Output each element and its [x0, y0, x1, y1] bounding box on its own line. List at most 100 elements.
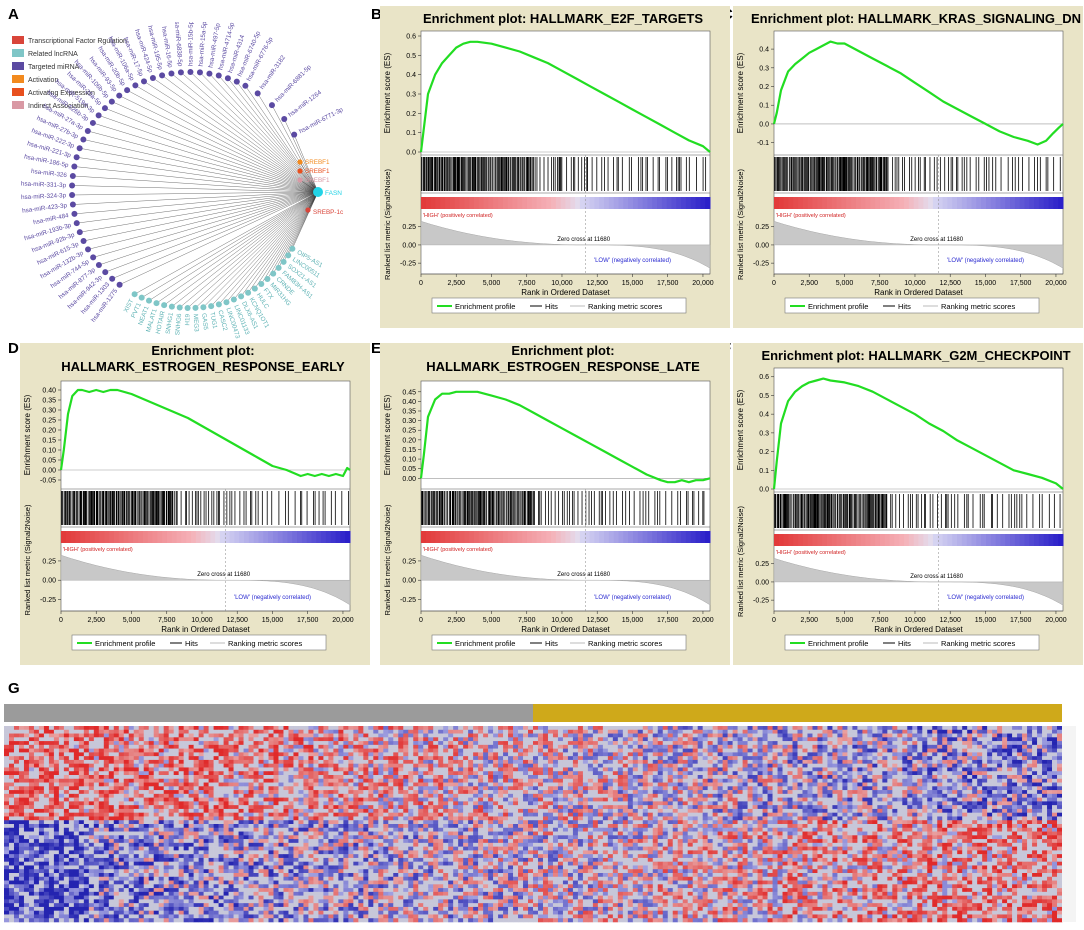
- heatmap-cell: [707, 778, 713, 783]
- heatmap-cell: [408, 756, 414, 761]
- heatmap-cell: [413, 775, 419, 780]
- heatmap-cell: [857, 775, 863, 780]
- rank-color-bar: [798, 534, 804, 546]
- heatmap-cell: [503, 759, 509, 764]
- heatmap-cell: [632, 771, 639, 776]
- heatmap-cell: [43, 756, 50, 761]
- es-tick-label: 0.0: [406, 150, 416, 157]
- heatmap-cell: [1032, 763, 1038, 768]
- heatmap-cell: [967, 756, 973, 761]
- heatmap-cell: [133, 726, 140, 731]
- heatmap-cell: [707, 733, 713, 738]
- heatmap-cell: [268, 729, 274, 734]
- heatmap-cell: [33, 729, 40, 734]
- heatmap-cell: [602, 726, 609, 731]
- heatmap-cell: [542, 733, 549, 738]
- rank-color-bar: [894, 197, 900, 209]
- heatmap-cell: [133, 741, 140, 746]
- mirna-node: [187, 69, 194, 76]
- heatmap-cell: [572, 752, 579, 757]
- heatmap-cell: [752, 759, 758, 764]
- heatmap-cell: [677, 737, 684, 742]
- heatmap-cell: [188, 744, 194, 749]
- heatmap-cell: [423, 726, 429, 731]
- heatmap-cell: [1042, 748, 1048, 753]
- heatmap-cell: [727, 778, 733, 783]
- heatmap-cell: [78, 767, 85, 772]
- heatmap-cell: [1042, 737, 1048, 742]
- heatmap-cell: [373, 744, 379, 749]
- rank-color-bar: [817, 197, 823, 209]
- heatmap-cell: [942, 771, 948, 776]
- heatmap-cell: [398, 767, 404, 772]
- rank-color-bar: [325, 531, 332, 543]
- heatmap-cell: [68, 767, 75, 772]
- heatmap-cell: [93, 733, 100, 738]
- heatmap-cell: [702, 729, 708, 734]
- heatmap-cell: [562, 748, 569, 753]
- rank-color-bar: [1038, 197, 1045, 209]
- heatmap-cell: [692, 763, 698, 768]
- heatmap-cell: [622, 729, 629, 734]
- heatmap-cell: [822, 778, 828, 783]
- heatmap-cell: [1052, 748, 1058, 753]
- heatmap-cell: [657, 759, 664, 764]
- heatmap-cell: [18, 759, 25, 764]
- heatmap-cell: [78, 778, 85, 783]
- heatmap-cell: [223, 775, 229, 780]
- heatmap-cell: [637, 767, 644, 772]
- heatmap-cell: [687, 767, 693, 772]
- heatmap-cell: [817, 744, 823, 749]
- heatmap-cell: [178, 733, 184, 738]
- heatmap-cell: [118, 775, 125, 780]
- heatmap-cell: [602, 771, 609, 776]
- rank-color-bar: [604, 197, 610, 209]
- rank-color-bar: [855, 534, 862, 546]
- x-tick-label: 7,500: [518, 280, 536, 287]
- heatmap-cell: [807, 748, 813, 753]
- heatmap-cell: [163, 752, 169, 757]
- heatmap-cell: [73, 759, 80, 764]
- heatmap-cell: [877, 744, 883, 749]
- lncrna-node: [208, 303, 215, 310]
- heatmap-cell: [303, 767, 309, 772]
- heatmap-cell: [982, 767, 988, 772]
- heatmap-cell: [63, 733, 70, 738]
- heatmap-cell: [772, 733, 778, 738]
- heatmap-cell: [852, 741, 858, 746]
- heatmap-cell: [662, 729, 669, 734]
- rank-color-bar: [778, 534, 785, 546]
- heatmap-cell: [433, 756, 439, 761]
- heatmap-cell: [1047, 775, 1053, 780]
- srebp-node: [305, 207, 311, 213]
- heatmap-cell: [528, 763, 534, 768]
- heatmap-cell: [947, 756, 953, 761]
- heatmap-cell: [1007, 748, 1013, 753]
- heatmap-cell: [328, 782, 334, 787]
- panel-label-g: G: [8, 680, 20, 697]
- heatmap-cell: [797, 771, 803, 776]
- heatmap-cell: [463, 752, 469, 757]
- heatmap-cell: [8, 729, 15, 734]
- heatmap-cell: [118, 744, 125, 749]
- heatmap-cell: [1032, 767, 1038, 772]
- x-tick-label: 2,500: [800, 617, 818, 624]
- heatmap-cell: [762, 729, 768, 734]
- heatmap-cell: [937, 748, 943, 753]
- heatmap-cell: [797, 726, 803, 731]
- heatmap-cell: [478, 767, 484, 772]
- heatmap-cell: [897, 759, 903, 764]
- heatmap-cell: [542, 759, 549, 764]
- heatmap-cell: [528, 729, 534, 734]
- heatmap-cell: [997, 759, 1003, 764]
- heatmap-cell: [23, 733, 30, 738]
- heatmap-cell: [672, 756, 679, 761]
- heatmap-cell: [128, 729, 135, 734]
- heatmap-cell: [792, 741, 798, 746]
- heatmap-cell: [672, 744, 679, 749]
- heatmap-cell: [243, 767, 249, 772]
- heatmap-cell: [123, 744, 130, 749]
- heatmap-cell: [712, 744, 718, 749]
- heatmap-cell: [528, 767, 534, 772]
- heatmap-cell: [972, 741, 978, 746]
